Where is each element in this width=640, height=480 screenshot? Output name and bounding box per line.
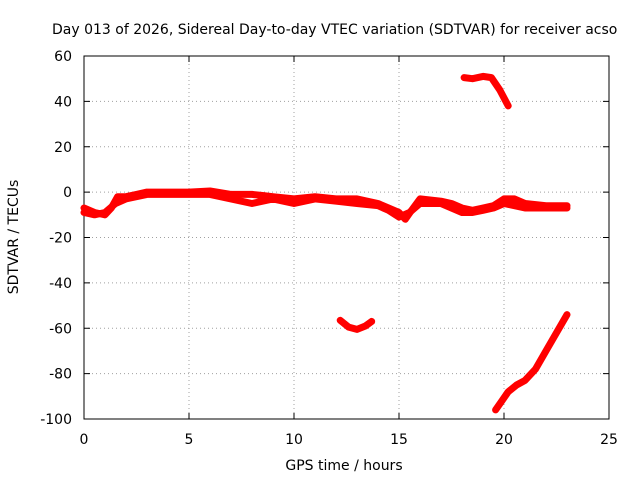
data-series xyxy=(80,72,571,414)
data-point xyxy=(385,207,392,214)
y-tick-label: -40 xyxy=(49,276,72,292)
data-point xyxy=(114,193,121,200)
data-point xyxy=(259,198,266,205)
series-lower-band xyxy=(80,190,571,221)
data-point xyxy=(498,397,505,404)
data-point xyxy=(417,200,423,207)
data-point xyxy=(469,209,476,216)
data-point xyxy=(480,73,486,80)
data-point xyxy=(354,326,360,333)
data-point xyxy=(490,205,497,212)
data-point xyxy=(291,200,297,207)
data-point xyxy=(345,324,352,331)
data-point xyxy=(91,211,98,218)
x-tick-label: 0 xyxy=(80,432,89,448)
data-point xyxy=(186,191,192,198)
data-point xyxy=(501,200,507,207)
x-tick-label: 20 xyxy=(495,432,513,448)
x-tick-label: 10 xyxy=(285,432,303,448)
data-point xyxy=(259,192,266,199)
data-point xyxy=(228,195,234,202)
data-point xyxy=(469,75,476,82)
y-axis-label: SDTVAR / TECUs xyxy=(6,180,22,295)
y-tick-label: 40 xyxy=(54,94,72,110)
y-tick-label: -20 xyxy=(49,231,72,247)
series-mid-dip xyxy=(336,316,376,333)
data-point xyxy=(102,209,108,216)
data-point xyxy=(511,195,518,202)
data-point xyxy=(375,202,381,209)
data-point xyxy=(564,311,570,318)
data-point xyxy=(333,198,339,205)
data-point xyxy=(543,347,549,354)
data-point xyxy=(81,209,87,216)
x-tick-label: 5 xyxy=(185,432,194,448)
data-point xyxy=(492,406,499,413)
chart-title: Day 013 of 2026, Sidereal Day-to-day VTE… xyxy=(52,22,617,38)
data-point xyxy=(123,195,129,202)
y-tick-label: 60 xyxy=(54,49,72,65)
y-tick-label: -60 xyxy=(49,321,72,337)
data-point xyxy=(396,214,402,221)
data-point xyxy=(459,209,465,216)
y-tick-label: 20 xyxy=(54,140,72,156)
data-point xyxy=(362,322,369,329)
data-point xyxy=(505,388,512,395)
data-point xyxy=(207,191,213,198)
data-point xyxy=(112,200,119,207)
x-tick-label: 25 xyxy=(600,432,618,448)
series-upper-arc xyxy=(460,72,512,110)
x-tick-label: 15 xyxy=(390,432,408,448)
data-point xyxy=(438,200,444,207)
data-point xyxy=(480,207,486,214)
data-point xyxy=(312,195,318,202)
x-axis-ticks: 0 5 10 15 20 25 xyxy=(80,56,618,448)
data-point xyxy=(337,317,344,324)
grid xyxy=(84,56,609,419)
data-point xyxy=(368,318,375,325)
y-axis-ticks: -100 -80 -60 -40 -20 0 20 40 60 xyxy=(40,49,609,428)
data-point xyxy=(249,191,255,198)
series-lower-rise xyxy=(492,311,571,414)
data-point xyxy=(553,329,560,336)
data-point xyxy=(144,191,150,198)
data-point xyxy=(249,200,255,207)
data-point xyxy=(564,205,570,212)
data-point xyxy=(496,87,503,94)
y-tick-label: 0 xyxy=(63,185,72,201)
data-point xyxy=(354,200,360,207)
y-tick-label: -80 xyxy=(49,367,72,383)
data-point xyxy=(270,195,276,202)
data-point xyxy=(488,74,495,81)
data-point xyxy=(522,377,528,384)
x-axis-label: GPS time / hours xyxy=(285,458,402,474)
data-point xyxy=(522,205,528,212)
plot-frame xyxy=(83,55,610,420)
y-tick-label: -100 xyxy=(40,412,72,428)
data-point xyxy=(543,205,549,212)
data-point xyxy=(532,366,539,373)
data-point xyxy=(165,191,171,198)
data-point xyxy=(406,209,413,216)
data-point xyxy=(461,74,468,81)
data-point xyxy=(505,102,512,109)
data-point xyxy=(513,381,520,388)
